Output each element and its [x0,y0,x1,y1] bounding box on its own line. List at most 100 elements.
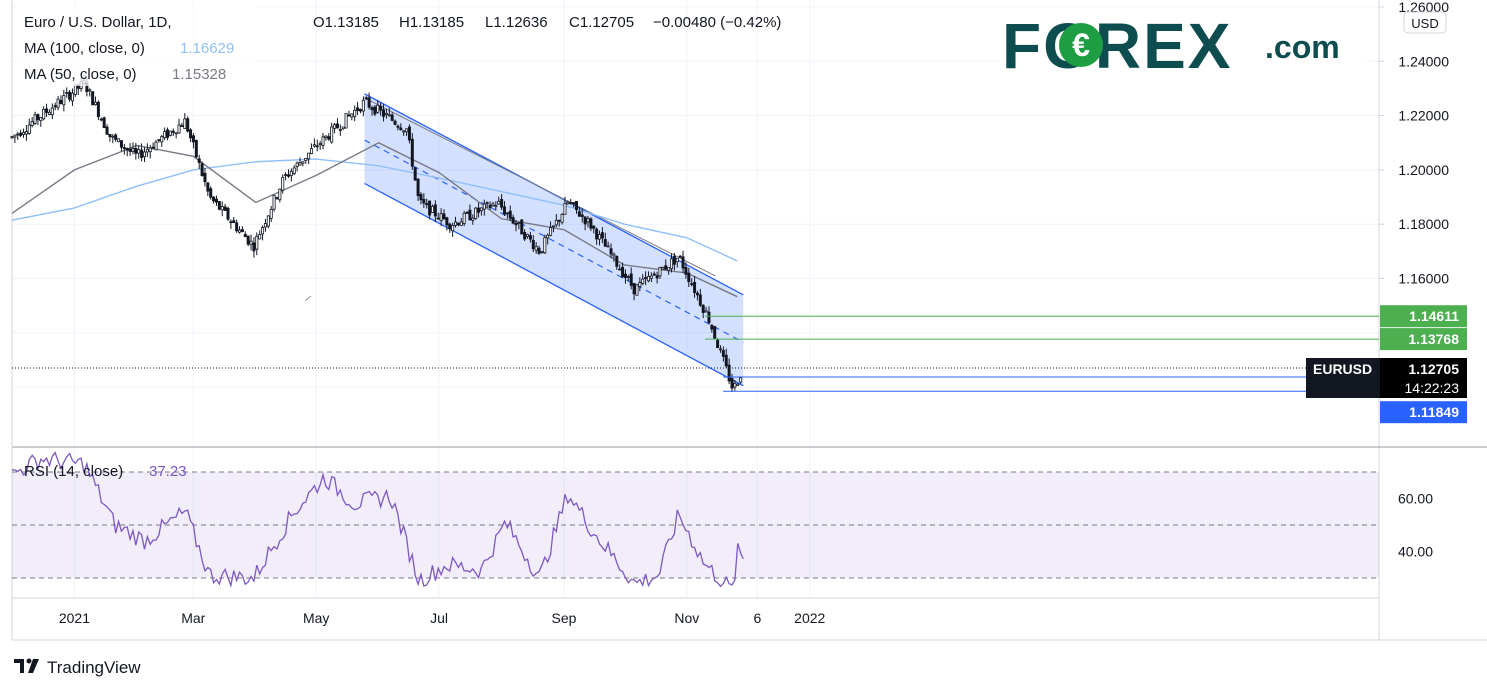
candle-body [370,107,374,110]
candle-body [494,205,498,207]
last-price-label[interactable]: EURUSD 1.12705 14:22:23 [1306,358,1467,398]
ohlc-close: C1.12705 [569,14,634,31]
candle-body [212,196,216,202]
candle-body [154,141,158,151]
candle-body [261,227,265,235]
regression-channel-fill[interactable] [364,93,744,386]
candle-body [189,129,193,139]
horizontal-levels[interactable] [704,315,1379,392]
candle-body [505,212,509,215]
candle-body [33,114,37,124]
price-candles [10,74,743,392]
candle-body [540,251,544,253]
candle-body [736,383,740,386]
candle-body [670,258,674,270]
rsi-line[interactable] [11,451,744,588]
ma100-line[interactable] [11,158,738,262]
time-tick-label: Sep [552,610,577,626]
candle-body [693,282,697,294]
candle-body [618,268,622,271]
candle-body [174,132,178,135]
candle-body [718,348,722,351]
ohlc-change: −0.00480 (−0.42%) [653,14,781,31]
candle-body [442,213,446,220]
candle-body [644,277,648,279]
channel-middle-line[interactable] [364,139,744,343]
tradingview-logo[interactable]: TradingView [14,658,141,677]
ma100-label[interactable]: MA (100, close, 0) [24,40,145,57]
candle-body [526,233,530,237]
candle-body [186,118,190,132]
candle-body [537,247,541,254]
candle-body [710,324,714,330]
candle-body [623,273,627,278]
candle-body [626,276,630,278]
candle-body [379,105,383,111]
candle-body [307,152,311,160]
candle-body [145,148,149,153]
candle-body [206,182,210,192]
candle-body [318,143,322,146]
candle-body [572,202,576,205]
candle-body [263,223,267,228]
candle-body [105,126,109,135]
ma50-line[interactable] [11,141,738,298]
candle-body [589,218,593,229]
candle-body [96,101,100,118]
candle-body [701,304,705,313]
candle-body [229,221,233,224]
candle-body [289,171,293,177]
ohlc-high: H1.13185 [399,14,464,31]
candle-body [698,294,702,306]
candle-body [684,267,688,275]
candle-body [609,248,613,255]
candle-body [22,132,26,135]
candle-body [353,109,357,117]
candle-body [569,202,573,204]
candle-body [652,273,656,276]
candle-body [586,218,590,223]
forex-logo-coin-glyph: € [1072,27,1090,63]
price-tick-label: 1.16000 [1398,271,1449,287]
candle-body [721,350,725,357]
candle-body [335,123,339,129]
price-tag-box [1380,401,1467,424]
candle-body [226,207,230,220]
candle-body [356,107,360,111]
candle-body [477,207,481,213]
candle-body [629,273,633,286]
time-tick-label: 2021 [59,610,90,626]
channel-lower-line[interactable] [364,182,744,387]
legend-backdrop [16,6,256,86]
candle-body [160,136,164,143]
currency-badge[interactable] [1403,11,1447,34]
candle-body [91,91,95,106]
candle-body [278,188,282,201]
candle-body [508,210,512,219]
candle-body [724,354,728,367]
candle-body [45,108,49,113]
ma50-label[interactable]: MA (50, close, 0) [24,66,137,83]
candle-body [675,257,679,263]
candle-body [376,104,380,113]
candle-body [600,232,604,239]
candle-body [47,111,51,115]
time-axis-labels: 2021 Mar May Jul Sep Nov 6 2022 [59,610,826,626]
candle-body [214,198,218,203]
candle-body [255,235,259,250]
upper-trend-line[interactable] [364,97,716,277]
candle-body [514,222,518,226]
candle-body [456,222,460,226]
candle-body [416,178,420,197]
candle-body [197,158,201,163]
candle-body [275,197,279,200]
candle-body [62,95,66,106]
rsi-label[interactable]: RSI (14, close) [24,463,123,480]
candle-body [30,121,34,126]
candle-body [246,235,250,245]
candle-body [312,144,316,147]
price-tick-label: 1.22000 [1398,108,1449,124]
candle-body [137,149,141,154]
candle-body [488,204,492,209]
